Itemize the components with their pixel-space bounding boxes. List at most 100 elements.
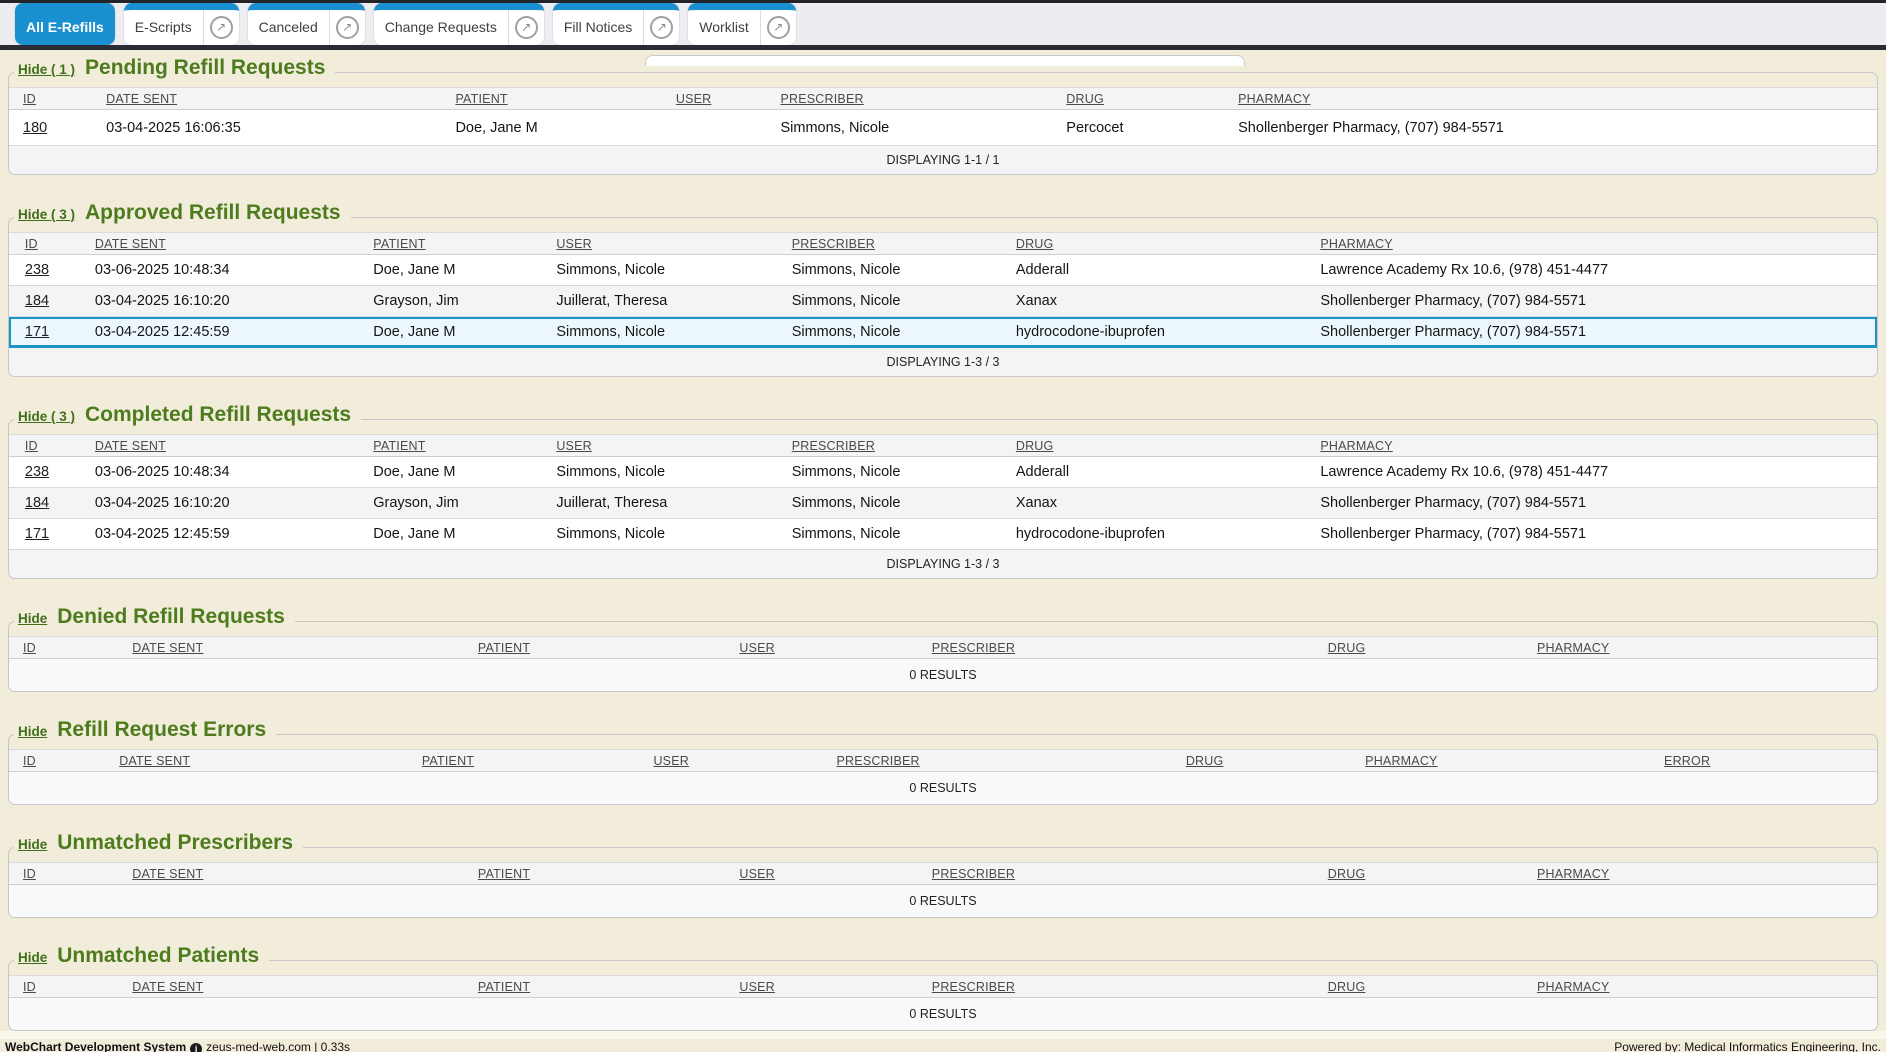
tab-fill-notices[interactable]: Fill Notices ↗ bbox=[552, 3, 680, 45]
tab-canceled[interactable]: Canceled ↗ bbox=[247, 3, 365, 45]
column-header-user[interactable]: USER bbox=[556, 237, 592, 251]
column-header-patient[interactable]: PATIENT bbox=[373, 237, 426, 251]
external-link-icon[interactable]: ↗ bbox=[335, 16, 359, 39]
column-header-pharmacy[interactable]: PHARMACY bbox=[1238, 92, 1311, 106]
column-header-date-sent[interactable]: DATE SENT bbox=[119, 754, 191, 768]
cell-user: Simmons, Nicole bbox=[556, 262, 666, 278]
column-header-patient[interactable]: PATIENT bbox=[373, 439, 426, 453]
table-header-row: ID DATE SENT PATIENT USER PRESCRIBER DRUG PHAR… bbox=[9, 636, 1877, 659]
row-id-link[interactable]: 184 bbox=[24, 495, 50, 511]
external-link-icon[interactable]: ↗ bbox=[650, 16, 674, 39]
column-header-prescriber[interactable]: PRESCRIBER bbox=[780, 92, 864, 106]
cell-date-sent: 03-06-2025 10:48:34 bbox=[94, 464, 230, 480]
column-header-pharmacy[interactable]: PHARMACY bbox=[1320, 439, 1393, 453]
hide-link-approved-refill-requests[interactable]: Hide ( 3 ) bbox=[18, 207, 76, 222]
cell-date-sent: 03-04-2025 16:10:20 bbox=[94, 293, 230, 309]
tab-all-e-refills[interactable]: All E-Refills bbox=[15, 3, 115, 45]
column-header-prescriber[interactable]: PRESCRIBER bbox=[931, 867, 1016, 881]
table-row[interactable]: 238 03-06-2025 10:48:34 Doe, Jane M Simmons… bbox=[9, 255, 1877, 286]
column-header-prescriber[interactable]: PRESCRIBER bbox=[931, 641, 1016, 655]
column-header-date-sent[interactable]: DATE SENT bbox=[94, 237, 166, 251]
column-header-patient[interactable]: PATIENT bbox=[421, 754, 475, 768]
column-header-prescriber[interactable]: PRESCRIBER bbox=[931, 980, 1016, 994]
row-id-link[interactable]: 238 bbox=[24, 464, 50, 480]
hide-link-pending-refill-requests[interactable]: Hide ( 1 ) bbox=[18, 62, 76, 77]
tab-e-scripts[interactable]: E-Scripts ↗ bbox=[123, 3, 239, 45]
section-legend: Hide ( 3 ) Approved Refill Requests bbox=[14, 201, 351, 227]
section-panel: ID DATE SENT PATIENT USER PRESCRIBER DRUG PHAR… bbox=[8, 419, 1878, 579]
column-header-date-sent[interactable]: DATE SENT bbox=[94, 439, 166, 453]
row-id-link[interactable]: 171 bbox=[24, 324, 50, 340]
tab-change-requests[interactable]: Change Requests ↗ bbox=[373, 3, 544, 45]
column-header-pharmacy[interactable]: PHARMACY bbox=[1320, 237, 1393, 251]
displaying-count: DISPLAYING 1-3 / 3 bbox=[9, 348, 1877, 376]
column-header-pharmacy[interactable]: PHARMACY bbox=[1537, 641, 1610, 655]
hide-link-unmatched-patients[interactable]: Hide bbox=[18, 950, 48, 965]
column-header-id[interactable]: ID bbox=[23, 754, 36, 768]
column-header-drug[interactable]: DRUG bbox=[1327, 867, 1366, 881]
column-header-user[interactable]: USER bbox=[653, 754, 689, 768]
section-refill-request-errors: Hide Refill Request Errors ID DATE SENT PATI… bbox=[8, 718, 1878, 805]
tab-worklist[interactable]: Worklist ↗ bbox=[688, 3, 796, 45]
column-header-user[interactable]: USER bbox=[739, 867, 775, 881]
column-header-patient[interactable]: PATIENT bbox=[477, 867, 531, 881]
column-header-prescriber[interactable]: PRESCRIBER bbox=[836, 754, 920, 768]
column-header-date-sent[interactable]: DATE SENT bbox=[106, 92, 178, 106]
column-header-prescriber[interactable]: PRESCRIBER bbox=[791, 439, 875, 453]
column-header-user[interactable]: USER bbox=[739, 980, 775, 994]
row-id-link[interactable]: 180 bbox=[23, 120, 48, 136]
row-id-link[interactable]: 238 bbox=[24, 262, 50, 278]
tab-label: E-Scripts bbox=[134, 19, 192, 35]
column-header-id[interactable]: ID bbox=[24, 439, 38, 453]
cell-date-sent: 03-04-2025 16:10:20 bbox=[94, 495, 230, 511]
table-row[interactable]: 184 03-04-2025 16:10:20 Grayson, Jim Juille… bbox=[9, 488, 1877, 519]
table-row[interactable]: 184 03-04-2025 16:10:20 Grayson, Jim Juille… bbox=[9, 286, 1877, 317]
column-header-date-sent[interactable]: DATE SENT bbox=[132, 867, 204, 881]
row-id-link[interactable]: 171 bbox=[24, 526, 50, 542]
column-header-user[interactable]: USER bbox=[556, 439, 592, 453]
column-header-drug[interactable]: DRUG bbox=[1015, 237, 1054, 251]
column-header-date-sent[interactable]: DATE SENT bbox=[132, 641, 204, 655]
column-header-patient[interactable]: PATIENT bbox=[477, 641, 531, 655]
column-header-date-sent[interactable]: DATE SENT bbox=[132, 980, 204, 994]
cell-pharmacy: Shollenberger Pharmacy, (707) 984-5571 bbox=[1320, 324, 1587, 340]
table-row[interactable]: 238 03-06-2025 10:48:34 Doe, Jane M Simmons… bbox=[9, 457, 1877, 488]
table-row[interactable]: 171 03-04-2025 12:45:59 Doe, Jane M Simmons… bbox=[9, 317, 1877, 348]
column-header-prescriber[interactable]: PRESCRIBER bbox=[791, 237, 875, 251]
table-row[interactable]: 171 03-04-2025 12:45:59 Doe, Jane M Simmons… bbox=[9, 519, 1877, 550]
column-header-user[interactable]: USER bbox=[675, 92, 712, 106]
column-header-patient[interactable]: PATIENT bbox=[477, 980, 531, 994]
cell-drug: Xanax bbox=[1015, 495, 1057, 511]
tab-label: Canceled bbox=[258, 19, 318, 35]
column-header-id[interactable]: ID bbox=[23, 980, 36, 994]
column-header-pharmacy[interactable]: PHARMACY bbox=[1537, 980, 1610, 994]
column-header-id[interactable]: ID bbox=[23, 92, 36, 106]
table-row[interactable]: 180 03-04-2025 16:06:35 Doe, Jane M Simmons… bbox=[9, 110, 1877, 146]
column-header-patient[interactable]: PATIENT bbox=[455, 92, 508, 106]
external-link-icon[interactable]: ↗ bbox=[514, 16, 538, 39]
column-header-error[interactable]: ERROR bbox=[1664, 754, 1711, 768]
column-header-pharmacy[interactable]: PHARMACY bbox=[1365, 754, 1438, 768]
hide-link-unmatched-prescribers[interactable]: Hide bbox=[18, 837, 48, 852]
no-results-label: 0 RESULTS bbox=[9, 885, 1877, 917]
column-header-drug[interactable]: DRUG bbox=[1015, 439, 1054, 453]
column-header-id[interactable]: ID bbox=[23, 641, 36, 655]
column-header-id[interactable]: ID bbox=[24, 237, 38, 251]
column-header-drug[interactable]: DRUG bbox=[1185, 754, 1224, 768]
external-link-icon[interactable]: ↗ bbox=[209, 16, 233, 39]
column-header-pharmacy[interactable]: PHARMACY bbox=[1537, 867, 1610, 881]
section-legend: Hide ( 3 ) Completed Refill Requests bbox=[14, 403, 362, 429]
column-header-drug[interactable]: DRUG bbox=[1327, 980, 1366, 994]
external-link-icon[interactable]: ↗ bbox=[766, 16, 790, 39]
column-header-drug[interactable]: DRUG bbox=[1327, 641, 1366, 655]
column-header-user[interactable]: USER bbox=[739, 641, 775, 655]
hide-link-refill-request-errors[interactable]: Hide bbox=[18, 724, 48, 739]
cell-patient: Grayson, Jim bbox=[373, 293, 459, 309]
row-id-link[interactable]: 184 bbox=[24, 293, 50, 309]
column-header-id[interactable]: ID bbox=[23, 867, 36, 881]
hide-link-completed-refill-requests[interactable]: Hide ( 3 ) bbox=[18, 409, 76, 424]
cell-drug: Percocet bbox=[1066, 120, 1124, 136]
column-header-drug[interactable]: DRUG bbox=[1066, 92, 1104, 106]
hide-link-denied-refill-requests[interactable]: Hide bbox=[18, 611, 48, 626]
